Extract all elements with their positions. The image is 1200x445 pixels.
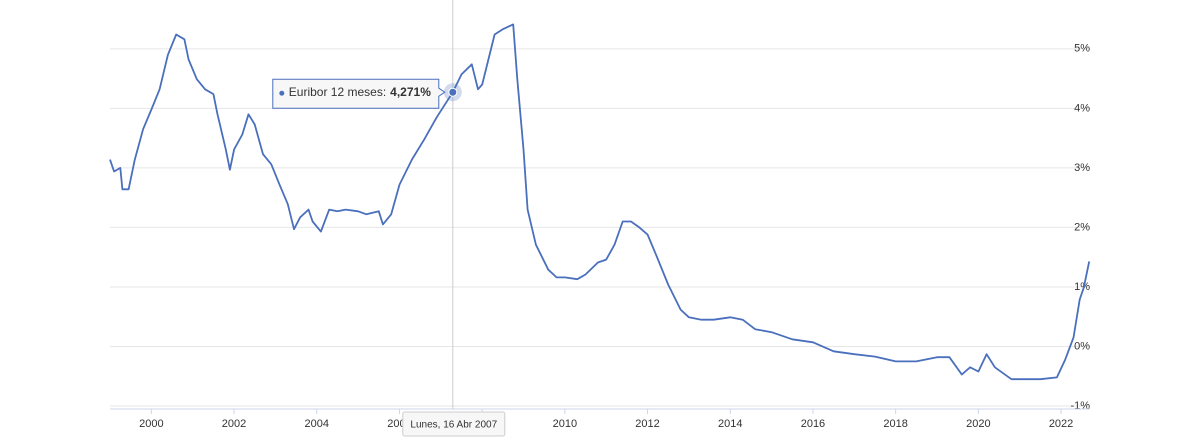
hover-point [448, 87, 458, 97]
y-tick-label: 0% [1074, 340, 1090, 352]
tooltip-text: Euribor 12 meses: 4,271% [289, 85, 431, 99]
tooltip-dot [279, 90, 285, 96]
x-tick-label: 2010 [553, 418, 577, 430]
y-tick-label: 1% [1074, 281, 1090, 293]
data-line [109, 23, 1091, 381]
tooltip: Euribor 12 meses: 4,271% [272, 78, 446, 109]
date-label: Lunes, 16 Abr 2007 [410, 420, 497, 431]
y-tick-label: 5% [1074, 43, 1090, 55]
y-tick-label: -1% [1070, 400, 1090, 412]
y-tick-label: 2% [1074, 221, 1090, 233]
x-tick-label: 2012 [635, 418, 659, 430]
x-tick-label: 2016 [801, 418, 825, 430]
x-tick-label: 2000 [139, 418, 163, 430]
y-tick-label: 3% [1074, 162, 1090, 174]
x-tick-label: 2014 [718, 418, 742, 430]
x-tick-label: 2020 [966, 418, 990, 430]
date-box [402, 411, 506, 437]
x-tick-label: 2022 [1049, 418, 1073, 430]
x-tick-label: 2018 [883, 418, 907, 430]
date-tooltip: Lunes, 16 Abr 2007 [402, 411, 506, 437]
tooltip-value: 4,271% [390, 85, 431, 99]
y-tick-label: 4% [1074, 102, 1090, 114]
tooltip-box [272, 78, 446, 109]
x-tick-label: 2004 [305, 418, 329, 430]
tooltip-label: Euribor 12 meses: [289, 85, 386, 99]
x-tick-label: 2002 [222, 418, 246, 430]
